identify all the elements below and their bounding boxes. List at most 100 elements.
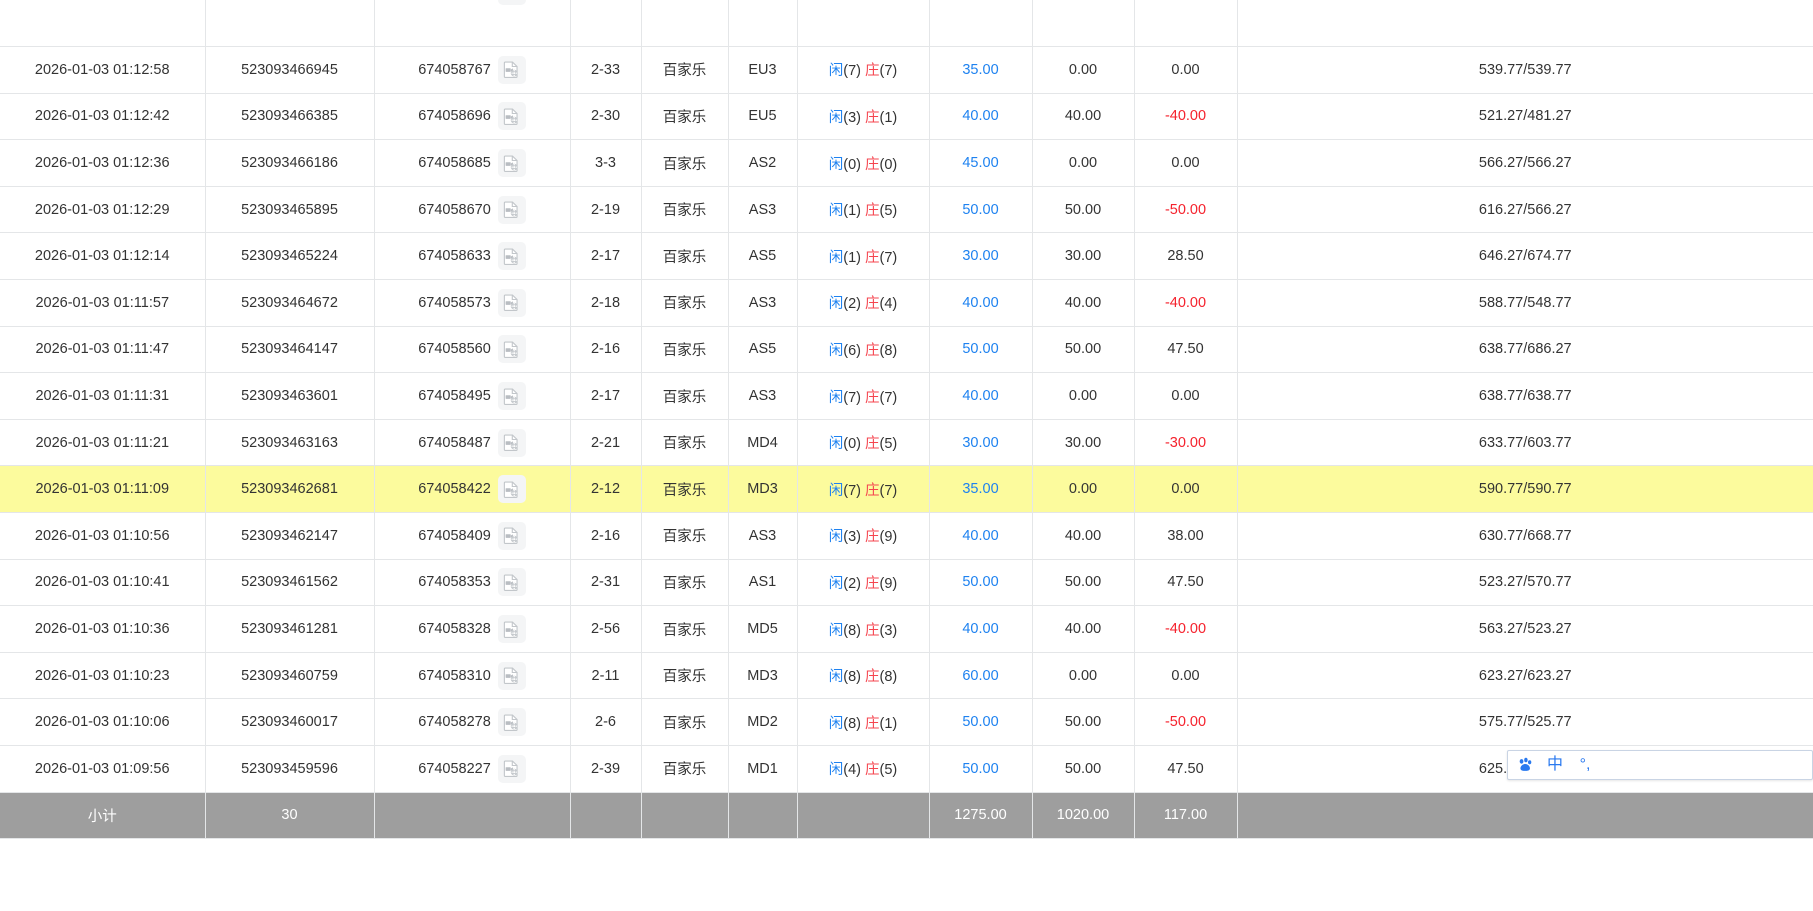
video-replay-icon[interactable] xyxy=(497,102,526,131)
table-row[interactable]: 2026-01-03 01:11:21 523093463163 674058487… xyxy=(0,419,1813,467)
banker-value: (7) xyxy=(879,389,898,406)
table-row-highlighted[interactable]: 2026-01-03 01:11:09 523093462681 674058422… xyxy=(0,465,1813,514)
table-row[interactable]: 2026-01-03 01:12:36 523093466186 674058685… xyxy=(0,139,1813,187)
table-row[interactable]: 2026-01-03 01:12:58523093466945674058767… xyxy=(0,0,1813,48)
round-number-text: 674058310 xyxy=(418,667,491,684)
cell-balance: 623.27/623.27 xyxy=(1237,652,1813,700)
table-row[interactable]: 2026-01-03 01:11:47 523093464147 674058560… xyxy=(0,326,1813,374)
cell-balance: 616.27/566.27 xyxy=(1237,186,1813,234)
table-body: 2026-01-03 01:12:58 523093466945 674058767… xyxy=(0,0,1813,840)
round-number-text: 674058696 xyxy=(418,108,491,125)
cell-table-id: AS2 xyxy=(728,139,798,187)
cell-game-name: 百家乐 xyxy=(641,465,729,514)
cell-bet-amount: 50.00 xyxy=(929,326,1033,374)
cell-balance: 638.77/686.27 xyxy=(1237,326,1813,374)
table-id-text: AS3 xyxy=(748,527,777,544)
cell-bet-time: 2026-01-03 01:10:36 xyxy=(0,605,206,653)
bet-time-text: 2026-01-03 01:11:31 xyxy=(35,388,170,405)
video-replay-icon[interactable] xyxy=(497,475,526,504)
cell-order-number: 523093463601 xyxy=(205,372,375,420)
table-row[interactable]: 2026-01-03 01:10:56 523093462147 674058409… xyxy=(0,512,1813,560)
bet-amount-text: 40.00 xyxy=(962,294,999,311)
video-replay-icon[interactable] xyxy=(497,428,526,457)
payout-text: 0.00 xyxy=(1171,155,1200,172)
table-row[interactable]: 2026-01-03 01:12:29 523093465895 674058670… xyxy=(0,186,1813,234)
baidu-paw-logo-icon[interactable] xyxy=(1515,754,1535,776)
table-row[interactable]: 2026-01-03 01:10:36 523093461281 674058328… xyxy=(0,605,1813,653)
video-replay-icon[interactable] xyxy=(497,55,526,84)
cell-round-number: 674058767 xyxy=(374,46,571,94)
cell-bet-detail: 闲(1) 庄(7) xyxy=(797,232,930,281)
table-row[interactable]: 2026-01-03 01:10:41 523093461562 674058353… xyxy=(0,559,1813,607)
cell-balance: 590.77/590.77 xyxy=(1237,465,1813,514)
balance-text: 523.27/570.77 xyxy=(1478,574,1572,591)
balance-text: 575.77/525.77 xyxy=(1478,714,1572,731)
player-tag: 闲 xyxy=(828,575,844,592)
table-id-text: MD3 xyxy=(747,481,778,498)
cell-bet-amount: 40.00 xyxy=(929,372,1033,420)
cell-game-name: 百家乐 xyxy=(641,419,729,467)
cell-round-number: 674058573 xyxy=(374,279,571,327)
cell-bet-time: 2026-01-03 01:09:56 xyxy=(0,745,206,793)
cell-round-number: 674058278 xyxy=(374,698,571,746)
game-name-text: 百家乐 xyxy=(662,342,707,359)
cell-shoe-round: 2-17 xyxy=(570,232,642,281)
table-id-text: MD3 xyxy=(747,667,778,684)
video-replay-icon[interactable] xyxy=(497,708,526,737)
order-number-text: 523093466385 xyxy=(241,108,338,125)
cell-table-id: MD3 xyxy=(728,465,798,514)
cell-valid-bet: 30.00 xyxy=(1032,232,1135,281)
cell-round-number: 674058422 xyxy=(374,465,571,514)
video-replay-icon[interactable] xyxy=(497,288,526,317)
banker-tag: 庄 xyxy=(865,389,880,406)
cell-bet-detail: 闲(7) 庄(7) xyxy=(797,372,930,420)
chinese-mode-icon[interactable]: 中 xyxy=(1546,756,1563,773)
table-row[interactable]: 2026-01-03 01:12:42 523093466385 674058696… xyxy=(0,93,1813,141)
video-replay-icon[interactable] xyxy=(497,754,526,783)
cell-shoe-round: 2-30 xyxy=(570,93,642,141)
bet-amount-text: 35.00 xyxy=(962,481,999,498)
payout-text: 47.50 xyxy=(1167,341,1204,358)
cell-order-number: 523093462681 xyxy=(205,465,375,514)
punctuation-mode-icon[interactable]: °, xyxy=(1579,756,1591,773)
table-id-text: AS3 xyxy=(748,294,777,311)
cell-game-name: 百家乐 xyxy=(641,326,729,374)
video-replay-icon[interactable] xyxy=(497,335,526,364)
video-replay-icon[interactable] xyxy=(497,615,526,644)
cell-bet-amount: 35.00 xyxy=(929,46,1033,94)
banker-value: (9) xyxy=(879,575,898,592)
subtotal-row: 小计 30 1275.00 1020.00 117.00 xyxy=(0,792,1813,840)
order-number-text: 523093465895 xyxy=(241,201,338,218)
ime-floating-toolbar[interactable]: 中 °, xyxy=(1507,750,1813,780)
video-replay-icon[interactable] xyxy=(497,521,526,550)
cell-table-id: AS3 xyxy=(728,512,798,560)
video-replay-icon[interactable] xyxy=(497,382,526,411)
video-replay-icon[interactable] xyxy=(497,242,526,271)
video-replay-icon[interactable] xyxy=(497,568,526,597)
table-row[interactable]: 2026-01-03 01:12:14 523093465224 674058633… xyxy=(0,232,1813,281)
cell-game-name: 百家乐 xyxy=(641,139,729,187)
valid-bet-text: 50.00 xyxy=(1064,574,1102,591)
video-replay-icon[interactable] xyxy=(497,149,526,178)
balance-text: 566.27/566.27 xyxy=(1478,155,1572,172)
cell-payout: -40.00 xyxy=(1134,605,1238,653)
cell-payout: 47.50 xyxy=(1134,326,1238,374)
shoe-round-text: 2-56 xyxy=(590,621,621,638)
balance-text: 646.27/674.77 xyxy=(1478,248,1572,265)
cell-game-name: 百家乐 xyxy=(641,372,729,420)
video-replay-icon[interactable] xyxy=(497,195,526,224)
cell-round-number: 674058487 xyxy=(374,419,571,467)
bet-amount-text: 50.00 xyxy=(962,341,999,358)
video-replay-icon[interactable] xyxy=(497,661,526,690)
shoe-round-text: 3-3 xyxy=(595,155,616,172)
table-row[interactable]: 2026-01-03 01:11:57 523093464672 674058573… xyxy=(0,279,1813,327)
table-row[interactable]: 2026-01-03 01:10:23 523093460759 674058310… xyxy=(0,652,1813,700)
cell-bet-detail: 闲(3) 庄(9) xyxy=(797,512,930,560)
video-replay-icon[interactable] xyxy=(497,0,526,6)
cell-order-number: 523093466385 xyxy=(205,93,375,141)
table-row[interactable]: 2026-01-03 01:10:06 523093460017 674058278… xyxy=(0,698,1813,746)
table-row[interactable]: 2026-01-03 01:11:31 523093463601 674058495… xyxy=(0,372,1813,420)
player-tag: 闲 xyxy=(828,529,844,546)
banker-value: (1) xyxy=(879,715,898,732)
